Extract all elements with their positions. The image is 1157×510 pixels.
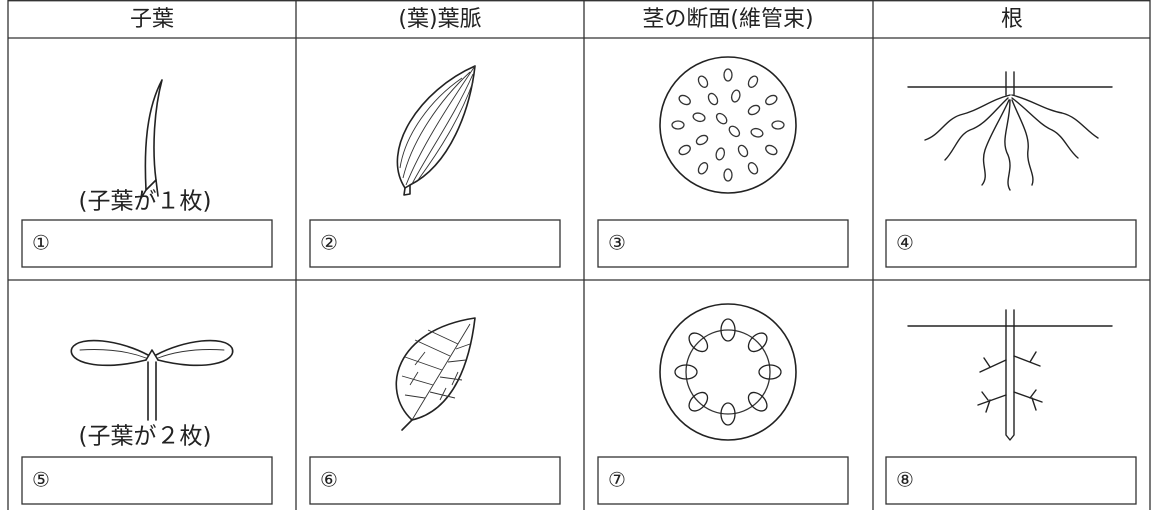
- answer-number: ④: [896, 231, 914, 255]
- dicot-stem-section: [659, 303, 797, 441]
- answer-number: ①: [32, 231, 50, 255]
- answer-box[interactable]: [885, 219, 1137, 268]
- header: 茎の断面(維管束): [642, 7, 813, 32]
- answer-box[interactable]: [21, 456, 273, 505]
- answer-box[interactable]: [309, 456, 561, 505]
- answer-number: ③: [608, 231, 626, 255]
- answer-number: ⑤: [32, 468, 50, 492]
- answer-boxes: [21, 219, 1137, 505]
- tap-root: [907, 309, 1113, 441]
- net-vein-leaf: [395, 317, 476, 431]
- monocot-stem-section: [659, 56, 797, 194]
- answer-number: ②: [320, 231, 338, 255]
- answer-number: ⑧: [896, 468, 914, 492]
- header: (葉)葉脈: [398, 7, 481, 32]
- answer-box[interactable]: [885, 456, 1137, 505]
- fibrous-root: [907, 71, 1113, 191]
- header: 子葉: [130, 7, 174, 32]
- caption: (子葉が１枚): [79, 189, 212, 215]
- answer-box[interactable]: [597, 456, 849, 505]
- answer-box[interactable]: [21, 219, 273, 268]
- header: 根: [1001, 7, 1023, 32]
- answer-number: ⑦: [608, 468, 626, 492]
- answer-box[interactable]: [309, 219, 561, 268]
- answer-box[interactable]: [597, 219, 849, 268]
- monocot-seedling: [139, 79, 163, 201]
- caption: (子葉が２枚): [79, 424, 212, 450]
- dicot-seedling: [70, 339, 234, 421]
- table-grid: [7, 0, 1151, 510]
- parallel-vein-leaf: [396, 65, 476, 196]
- answer-number: ⑥: [320, 468, 338, 492]
